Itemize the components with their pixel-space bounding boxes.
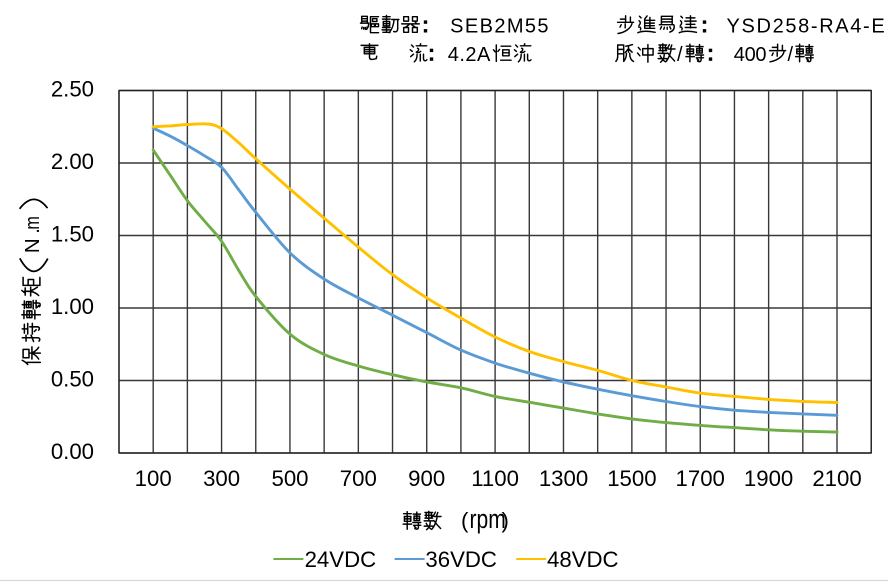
svg-text:1900: 1900	[744, 466, 793, 491]
svg-text:YSD258-RA4-E: YSD258-RA4-E	[727, 16, 887, 38]
svg-text:24VDC: 24VDC	[305, 547, 377, 572]
svg-text:48VDC: 48VDC	[547, 547, 619, 572]
svg-text:1.00: 1.00	[51, 294, 94, 319]
svg-text:700: 700	[340, 466, 377, 491]
svg-text:/: /	[677, 44, 683, 66]
svg-text:2100: 2100	[812, 466, 861, 491]
svg-text:m: m	[22, 216, 44, 230]
svg-text:100: 100	[135, 466, 172, 491]
svg-text:(: (	[461, 508, 469, 533]
svg-text:1500: 1500	[607, 466, 656, 491]
svg-text:1700: 1700	[676, 466, 725, 491]
svg-text:SEB2M55: SEB2M55	[450, 16, 550, 38]
svg-text:): )	[502, 508, 509, 533]
svg-text:900: 900	[408, 466, 445, 491]
svg-text:1300: 1300	[539, 466, 588, 491]
svg-text:N: N	[22, 238, 44, 253]
svg-text:400: 400	[734, 44, 767, 66]
svg-text:2.00: 2.00	[51, 149, 94, 174]
svg-text:0.00: 0.00	[51, 439, 94, 464]
svg-text:.: .	[22, 228, 44, 234]
svg-text:36VDC: 36VDC	[425, 547, 497, 572]
svg-text:/: /	[788, 44, 794, 66]
svg-text:1.50: 1.50	[51, 222, 94, 247]
svg-text:4.2A: 4.2A	[448, 44, 491, 66]
svg-text:1100: 1100	[471, 466, 519, 491]
svg-text:rpm: rpm	[470, 505, 506, 535]
svg-text:2.50: 2.50	[51, 77, 94, 102]
svg-text:300: 300	[203, 466, 240, 491]
svg-text:500: 500	[271, 466, 308, 491]
svg-text:0.50: 0.50	[51, 367, 94, 392]
